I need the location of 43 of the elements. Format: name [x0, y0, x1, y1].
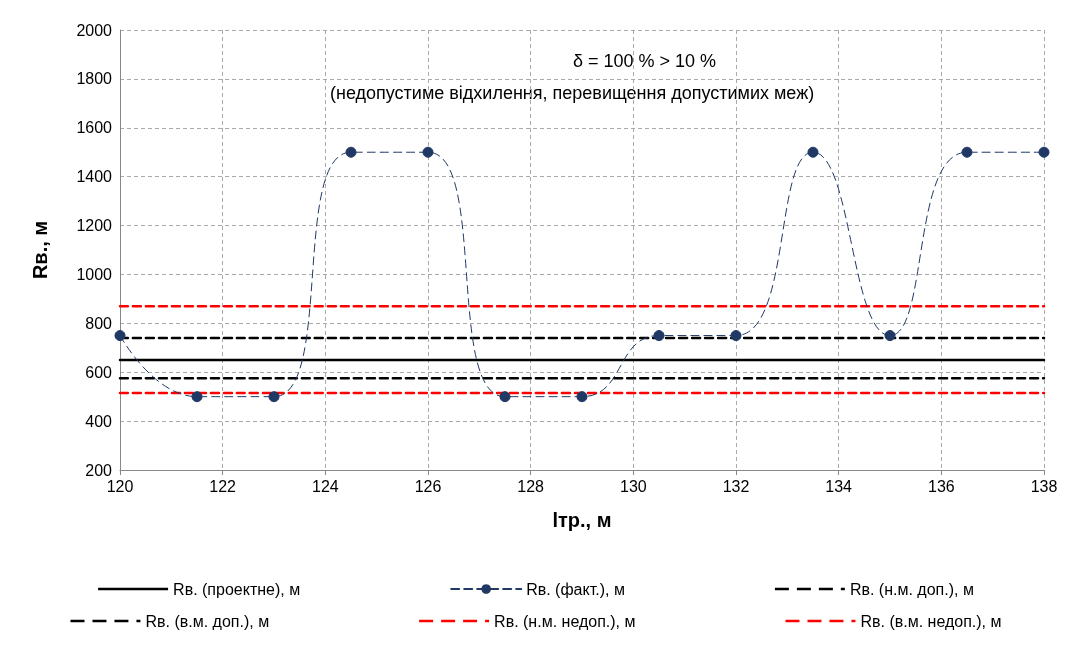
y-tick-label: 600	[85, 363, 113, 381]
point	[1038, 146, 1050, 158]
point	[345, 146, 357, 158]
x-tick-label: 138	[1030, 477, 1058, 495]
x-tick-label: 128	[517, 477, 545, 495]
x-axis-title: lтр., м	[552, 509, 612, 531]
y-tick-label: 1400	[76, 168, 113, 186]
point	[730, 330, 742, 342]
point	[576, 391, 588, 403]
y-tick-label: 2000	[76, 21, 113, 39]
y-tick-label: 400	[85, 412, 113, 430]
point	[114, 330, 126, 342]
legend-label: Rв. (в.м. недоп.), м	[860, 612, 1002, 630]
legend-label: Rв. (факт.), м	[526, 580, 625, 598]
y-tick-label: 200	[85, 461, 113, 479]
legend-label: Rв. (н.м. доп.), м	[849, 580, 974, 598]
x-tick-label: 126	[414, 477, 442, 495]
y-tick-label: 1800	[76, 70, 113, 88]
x-tick-label: 124	[311, 477, 339, 495]
point	[268, 391, 280, 403]
x-tick-label: 120	[106, 477, 134, 495]
legend-label: Rв. (проектне), м	[173, 580, 301, 598]
point	[653, 330, 665, 342]
y-tick-label: 1600	[76, 119, 113, 137]
point	[807, 146, 819, 158]
y-tick-label: 800	[85, 314, 113, 332]
x-tick-label: 132	[722, 477, 750, 495]
point	[191, 391, 203, 403]
annotation: δ = 100 % > 10 %	[573, 51, 717, 71]
x-tick-label: 134	[825, 477, 853, 495]
point	[422, 146, 434, 158]
point	[961, 146, 973, 158]
legend-label: Rв. (н.м. недоп.), м	[494, 612, 636, 630]
y-tick-label: 1200	[76, 217, 113, 235]
x-tick-label: 136	[927, 477, 955, 495]
legend-label: Rв. (в.м. доп.), м	[145, 612, 270, 630]
annotation: (недопустиме відхилення, перевищення допустимих меж)	[330, 83, 815, 103]
point	[499, 391, 511, 403]
x-tick-label: 130	[619, 477, 647, 495]
y-tick-label: 1000	[76, 265, 113, 283]
x-tick-label: 122	[209, 477, 237, 495]
y-axis-title: Rв., м	[29, 220, 51, 280]
point	[884, 330, 896, 342]
